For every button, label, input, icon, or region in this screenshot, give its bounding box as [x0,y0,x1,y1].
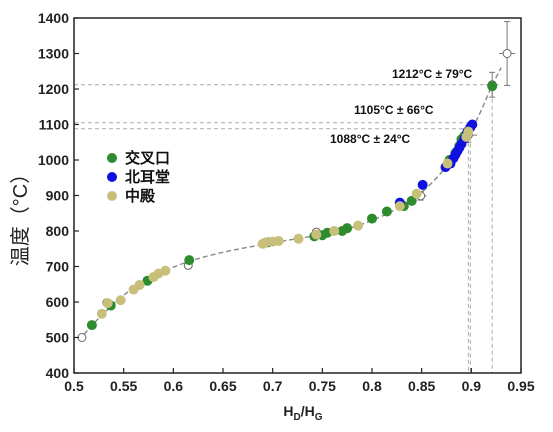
x-tick-label: 0.7 [263,378,283,394]
data-point-zhongdian [311,229,322,240]
legend-label: 交叉口 [125,149,170,167]
x-tick-label: 0.75 [309,378,336,394]
y-tick-label: 1000 [38,152,69,168]
legend-marker [107,153,117,163]
y-tick-label: 600 [46,294,70,310]
x-axis-label: HD/HG [283,403,322,423]
data-point-zhongdian [394,201,405,212]
data-point-jiaochakou [367,213,377,224]
x-label-main: H [283,403,293,419]
x-tick-label: 0.6 [164,378,184,394]
data-point-zhongdian [134,279,145,290]
axis-ticks: 0.5 0.55 0.6 0.65 0.7 0.75 0.8 0.85 0.9 0.95 400 50… [38,10,535,394]
data-point-beierdang [417,179,428,190]
y-tick-label: 1400 [38,10,69,26]
data-point-zhongdian [442,158,453,169]
x-tick-label: 0.55 [110,378,137,394]
x-tick-label: 0.85 [408,378,435,394]
x-tick-label: 0.95 [507,378,534,394]
data-point-zhongdian [160,265,171,276]
y-tick-label: 1200 [38,81,69,97]
x-tick-label: 0.65 [209,378,236,394]
y-tick-label: 1300 [38,46,69,62]
data-point-jiaochakou [184,255,195,266]
y-tick-label: 900 [46,188,70,204]
data-point-zhongdian [115,295,126,306]
data-points [86,81,498,331]
x-tick-label: 0.5 [64,378,84,394]
data-point-jiaochakou [342,223,353,234]
legend-marker [107,191,117,201]
data-point-zhongdian [102,298,113,309]
reference-point [502,49,512,58]
legend-marker [107,172,117,182]
data-point-zhongdian [463,126,474,137]
y-tick-label: 700 [46,259,70,275]
data-point-zhongdian [411,188,422,199]
data-point-zhongdian [353,220,364,231]
data-point-zhongdian [293,233,304,244]
data-point-zhongdian [329,226,340,236]
reference-point [77,333,87,342]
data-point-jiaochakou [381,206,392,217]
y-tick-label: 400 [46,365,70,381]
data-point-jiaochakou [86,320,97,331]
x-tick-label: 0.8 [362,378,382,394]
data-point-zhongdian [96,308,107,319]
y-tick-label: 1100 [39,117,70,133]
annotation-label: 1105°C ± 66°C [354,103,434,117]
y-tick-label: 800 [46,223,70,239]
x-tick-label: 0.9 [462,378,482,394]
legend-label: 中殿 [125,187,156,205]
annotations: 1212°C ± 79°C 1105°C ± 66°C 1088°C ± 24°C [330,67,473,146]
data-point-jiaochakou [406,195,417,206]
legend-label: 北耳堂 [125,168,170,186]
annotation-label: 1212°C ± 79°C [392,67,473,81]
reference-lines [74,84,493,373]
data-point-jiaochakou [487,81,498,92]
x-label-sub1: D [294,412,301,423]
x-label-mid: /H [301,403,315,419]
annotation-label: 1088°C ± 24°C [330,132,411,146]
y-tick-label: 500 [46,330,70,346]
data-point-zhongdian [273,235,284,246]
x-label-sub2: G [315,412,323,423]
y-axis-label: 温度（°C） [9,164,32,266]
